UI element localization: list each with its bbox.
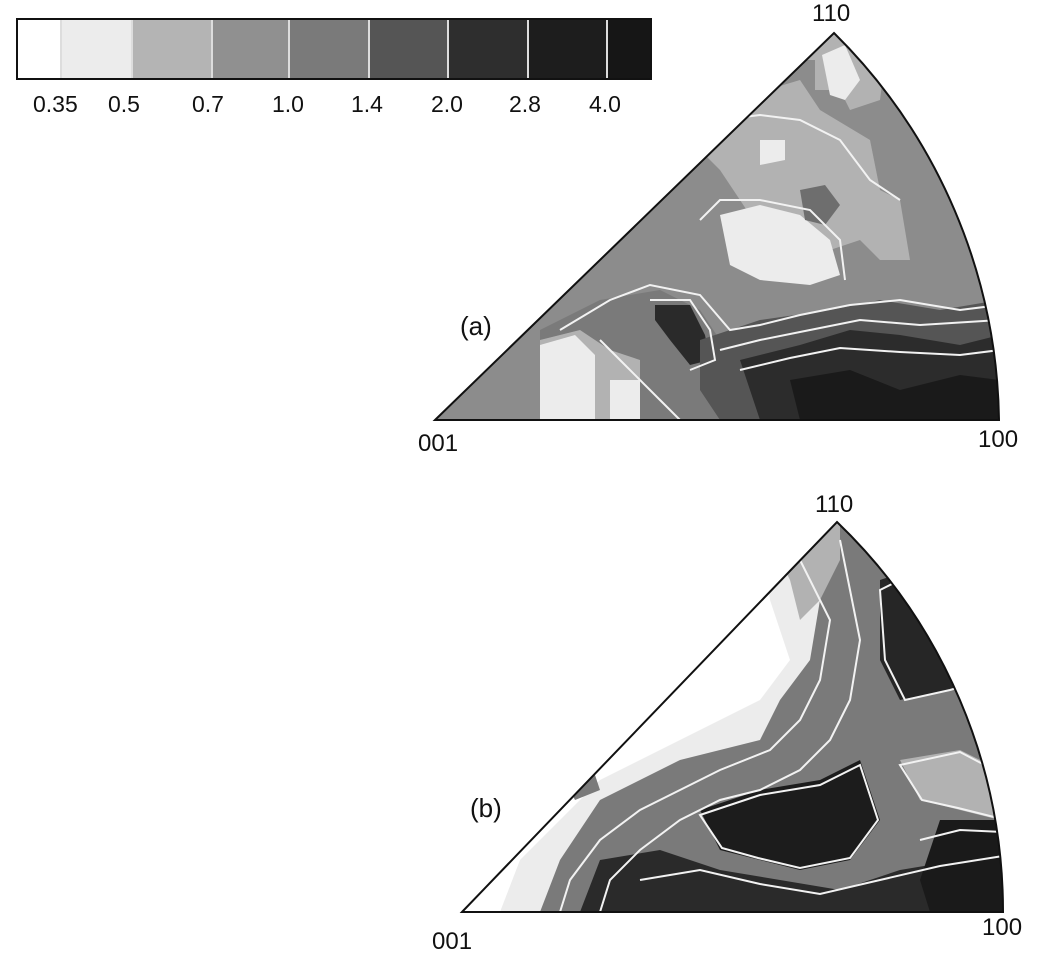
scale-tick-4: 1.0 <box>272 91 304 117</box>
scale-cell-8 <box>528 20 609 78</box>
scale-cell-1 <box>18 20 62 78</box>
scale-cell-3 <box>133 20 213 78</box>
panel-a-corner-110: 110 <box>812 0 851 27</box>
pole-figure-a-outline <box>432 31 1001 421</box>
scale-tick-2: 0.5 <box>108 91 140 117</box>
scale-tick-3: 0.7 <box>192 91 224 117</box>
panel-a-corner-100: 100 <box>978 426 1019 453</box>
scale-tick-8: 4.0 <box>589 91 621 117</box>
pole-figure-a <box>435 33 999 420</box>
scale-tick-1: 0.35 <box>33 91 78 117</box>
panel-b-label: (b) <box>470 793 502 823</box>
scale-cell-6 <box>369 20 450 78</box>
panel-a-corner-001: 001 <box>418 430 459 457</box>
panel-b-corner-100: 100 <box>982 914 1023 941</box>
scale-cell-2 <box>61 20 134 78</box>
panel-a-label: (a) <box>460 311 492 341</box>
scale-cell-7 <box>449 20 529 78</box>
pole-figure-b <box>462 522 1004 912</box>
scale-tick-5: 1.4 <box>351 91 383 117</box>
scale-cell-9 <box>608 20 651 78</box>
pole-figure-b-outline <box>459 520 1005 913</box>
scale-cell-4 <box>212 20 291 78</box>
scale-tick-7: 2.8 <box>509 91 541 117</box>
scale-tick-6: 2.0 <box>431 91 463 117</box>
scale-cell-5 <box>290 20 370 78</box>
panel-b-corner-001: 001 <box>432 928 473 955</box>
intensity-scale-bar <box>16 18 652 80</box>
panel-b-corner-110: 110 <box>815 491 854 518</box>
